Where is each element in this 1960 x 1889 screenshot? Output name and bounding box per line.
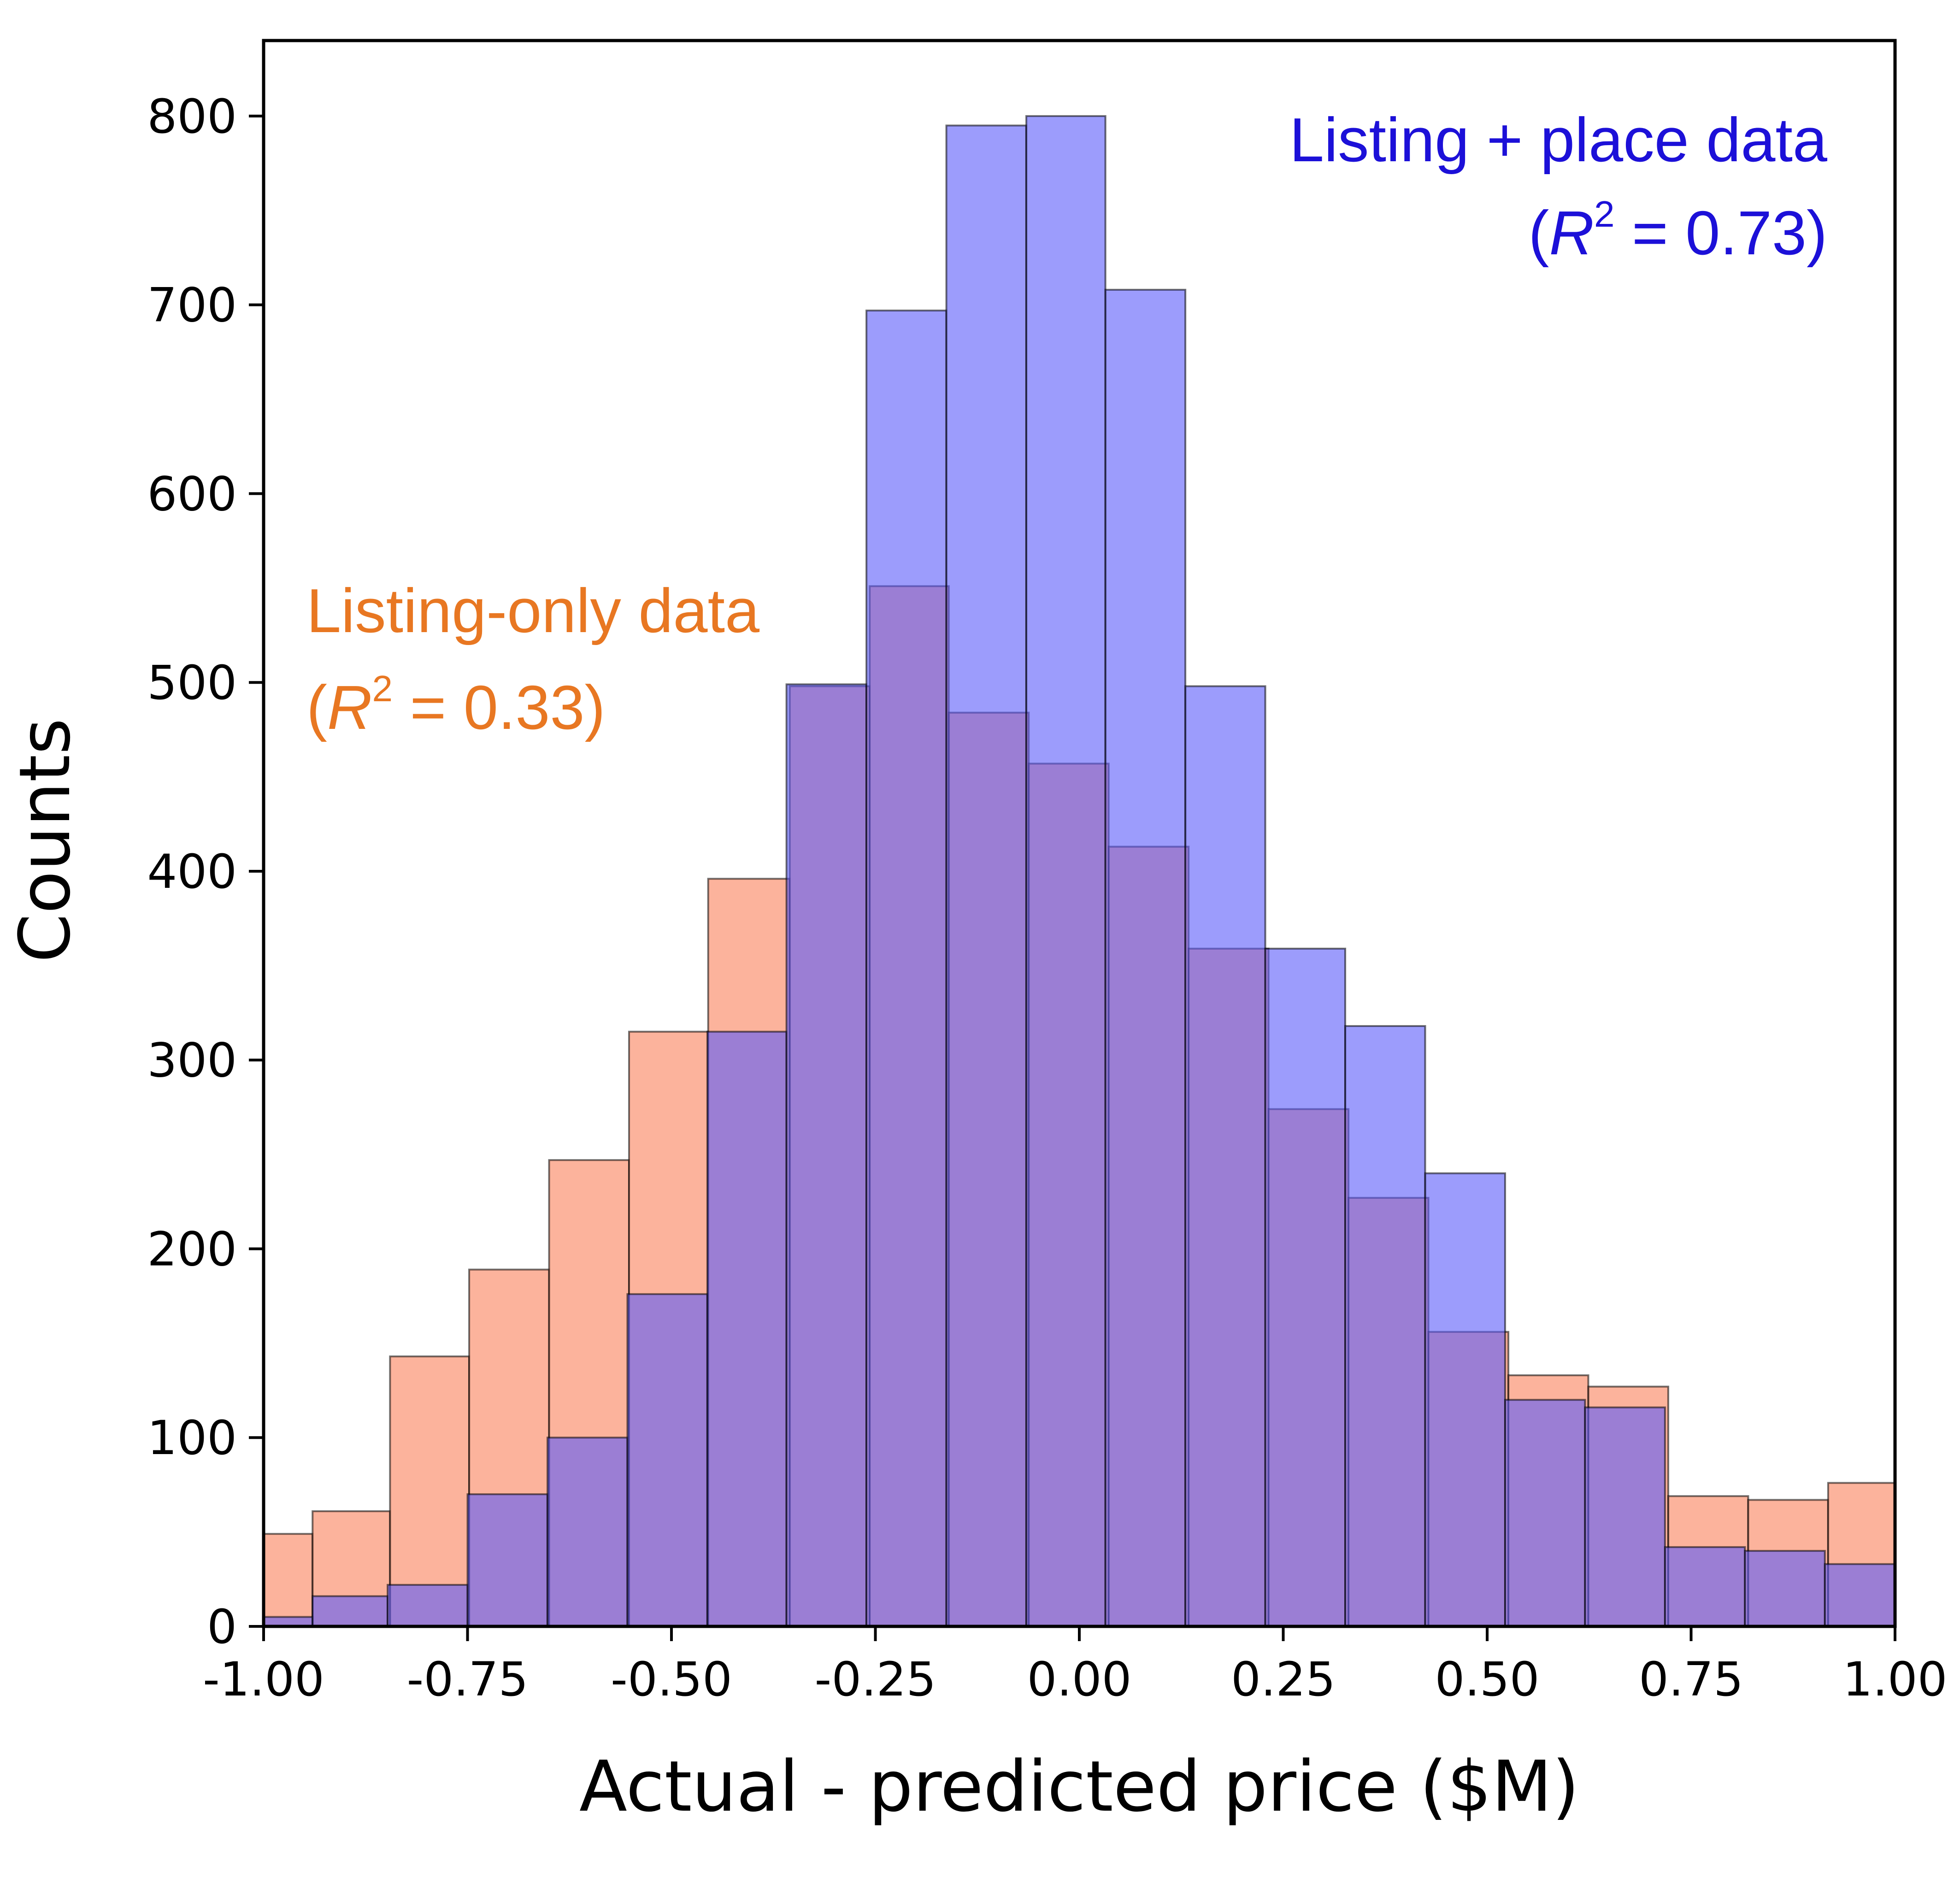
- bar-listing-place-12: [1184, 685, 1266, 1627]
- x-axis-title: Actual - predicted price ($M): [579, 1746, 1579, 1827]
- x-axis-ticks: -1.00 -0.75 -0.50 -0.25 0.00 0.25 0.50 0.75 1.00: [203, 1626, 1948, 1707]
- annotation-listing-place-label: Listing + place data: [1289, 105, 1828, 175]
- bar-listing-only-0: [263, 1533, 314, 1627]
- y-tick-label: 500: [147, 656, 237, 710]
- bar-listing-place-2: [387, 1584, 469, 1627]
- y-tick-label: 300: [147, 1033, 237, 1088]
- x-tick-label: -0.50: [611, 1652, 732, 1707]
- annotation-superscript: 2: [372, 668, 393, 709]
- bar-listing-place-10: [1025, 115, 1107, 1627]
- bar-listing-place-5: [626, 1293, 708, 1628]
- annotation-listing-only-label: Listing-only data: [306, 576, 760, 645]
- annotation-paren: (: [306, 673, 327, 742]
- bar-listing-place-7: [785, 683, 868, 1627]
- x-tick-label: 0.25: [1231, 1652, 1336, 1707]
- annotation-r2-value: = 0.33): [393, 673, 606, 742]
- annotation-r2-value: = 0.73): [1614, 198, 1827, 268]
- bar-listing-place-16: [1504, 1399, 1586, 1627]
- bar-listing-place-13: [1264, 947, 1347, 1628]
- y-axis-ticks: 0 100 200 300 400 500 600 700 800: [147, 89, 264, 1654]
- annotation-paren: (: [1528, 198, 1549, 268]
- bar-listing-place-15: [1424, 1172, 1506, 1628]
- bar-listing-place-20: [1824, 1563, 1896, 1627]
- x-tick-label: 0.00: [1027, 1652, 1131, 1707]
- annotation-superscript: 2: [1594, 194, 1615, 235]
- y-axis-title: Counts: [4, 718, 86, 963]
- bar-listing-place-11: [1104, 288, 1187, 1627]
- y-tick-label: 400: [147, 845, 237, 899]
- bar-listing-place-19: [1744, 1550, 1826, 1627]
- bar-listing-place-14: [1344, 1025, 1426, 1627]
- bar-listing-place-4: [546, 1437, 629, 1627]
- x-tick-label: -1.00: [203, 1652, 324, 1707]
- x-tick-label: 0.75: [1639, 1652, 1743, 1707]
- bar-listing-place-18: [1664, 1546, 1746, 1627]
- x-tick-label: 1.00: [1842, 1652, 1947, 1707]
- annotation-listing-place-r2: (R2 = 0.73): [1528, 194, 1827, 268]
- annotation-r-symbol: R: [327, 673, 372, 742]
- bar-listing-place-3: [466, 1493, 548, 1628]
- y-tick-label: 100: [147, 1411, 237, 1466]
- bar-listing-only-2: [389, 1355, 471, 1628]
- annotation-listing-only-r2: (R2 = 0.33): [306, 668, 606, 742]
- bar-listing-place-6: [706, 1031, 788, 1627]
- annotation-r-symbol: R: [1549, 198, 1594, 268]
- bar-listing-place-1: [312, 1595, 389, 1627]
- x-tick-label: -0.75: [407, 1652, 529, 1707]
- y-tick-label: 800: [147, 89, 237, 144]
- bar-listing-place-8: [865, 309, 948, 1628]
- x-tick-label: 0.50: [1435, 1652, 1539, 1707]
- y-tick-label: 600: [147, 467, 237, 522]
- y-tick-label: 0: [207, 1600, 237, 1654]
- bar-listing-place-9: [945, 124, 1027, 1628]
- y-tick-label: 700: [147, 278, 237, 333]
- bar-listing-place-17: [1584, 1406, 1666, 1628]
- x-tick-label: -0.25: [815, 1652, 936, 1707]
- y-tick-label: 200: [147, 1222, 237, 1277]
- series-listing-place-bars: [263, 115, 1896, 1628]
